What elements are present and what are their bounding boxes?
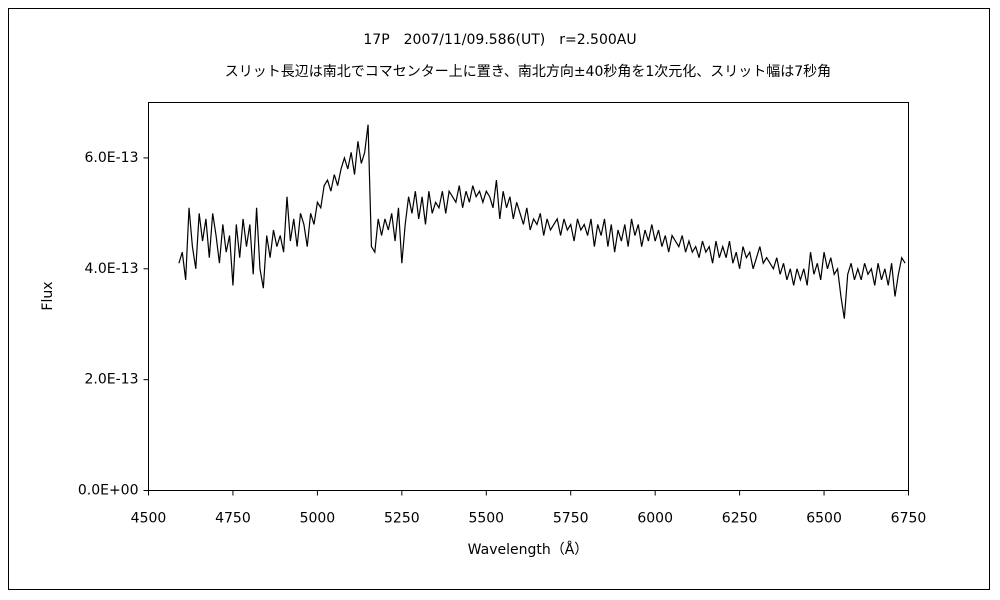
chart-title: 17P 2007/11/09.586(UT) r=2.500AU	[363, 32, 636, 48]
plot-frame	[148, 102, 909, 491]
chart-frame	[8, 8, 990, 590]
x-tick-label: 6000	[637, 511, 673, 527]
y-tick-label: 4.0E-13	[85, 261, 139, 277]
x-tick-label: 6750	[891, 511, 927, 527]
x-tick-label: 5250	[384, 511, 420, 527]
chart-subtitle: スリット長辺は南北でコマセンター上に置き、南北方向±40秒角を1次元化、スリット…	[225, 64, 831, 80]
spectrum-line	[178, 124, 906, 319]
y-axis-label: Flux	[40, 281, 56, 310]
x-tick-label: 5750	[553, 511, 589, 527]
x-tick-label: 5000	[300, 511, 336, 527]
x-tick-label: 4500	[131, 511, 167, 527]
x-tick-label: 6250	[722, 511, 758, 527]
y-tick-label: 2.0E-13	[85, 372, 139, 388]
y-tick-label: 6.0E-13	[85, 150, 139, 166]
x-tick-label: 6500	[806, 511, 842, 527]
x-tick-label: 4750	[215, 511, 251, 527]
x-axis-label: Wavelength（Å）	[468, 541, 589, 558]
x-tick-label: 5500	[468, 511, 504, 527]
y-tick-label: 0.0E+00	[78, 483, 139, 499]
